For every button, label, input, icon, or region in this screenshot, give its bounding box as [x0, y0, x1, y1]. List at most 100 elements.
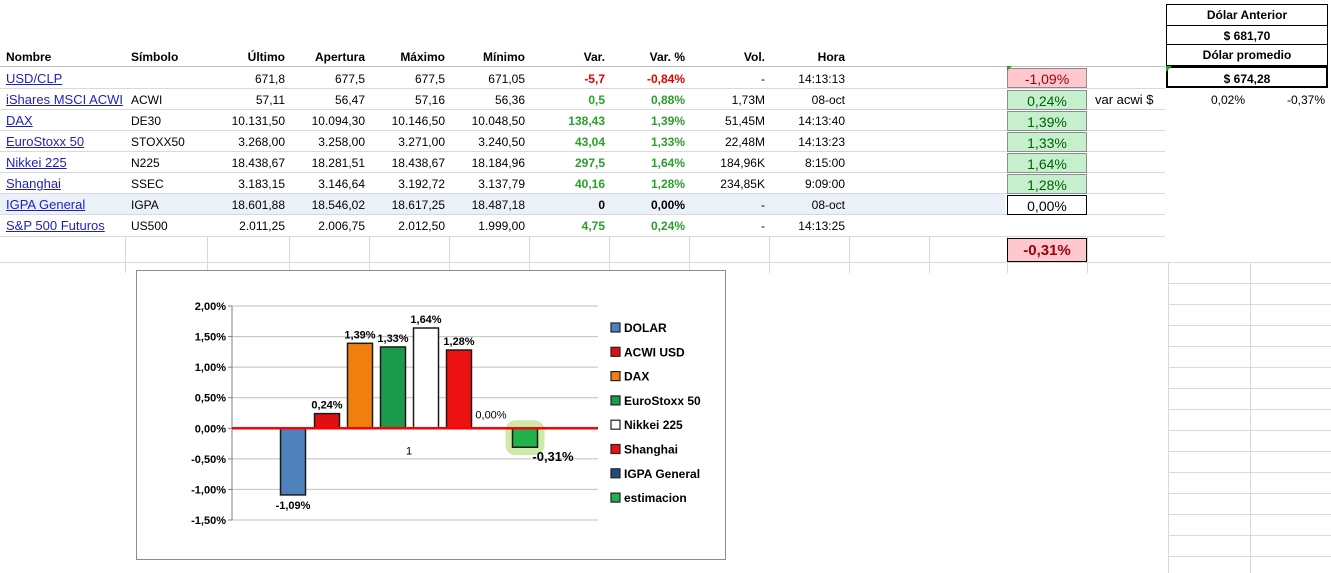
- last-cell: 57,11: [255, 93, 285, 107]
- instrument-link[interactable]: IGPA General: [6, 197, 86, 212]
- open-cell: 10.094,30: [311, 114, 365, 128]
- high-cell: 677,5: [414, 72, 445, 86]
- vol-cell: 234,85K: [720, 177, 765, 191]
- low-cell: 1.999,00: [478, 219, 525, 233]
- time-cell: 14:13:23: [798, 135, 845, 149]
- varpct-cell: 1,33%: [650, 135, 685, 149]
- low-cell: 3.137,79: [478, 177, 525, 191]
- legend-label: ACWI USD: [624, 345, 685, 359]
- y-tick-label: 2,00%: [195, 301, 226, 313]
- y-tick-label: 1,00%: [195, 362, 226, 374]
- header-ultimo: Último: [247, 50, 285, 64]
- vol-cell: -: [761, 198, 765, 212]
- y-tick-label: -1,50%: [191, 515, 226, 527]
- cell-comment-marker: [1007, 66, 1012, 71]
- high-cell: 2.012,50: [398, 219, 445, 233]
- time-cell: 9:09:00: [804, 177, 845, 191]
- low-cell: 18.184,96: [471, 156, 525, 170]
- legend-label: EuroStoxx 50: [624, 394, 701, 408]
- open-cell: 3.146,64: [318, 177, 365, 191]
- bar-acwi-usd: [313, 412, 341, 430]
- instrument-link[interactable]: S&P 500 Futuros: [6, 218, 105, 233]
- legend-label: DAX: [624, 370, 649, 384]
- header-vol: Vol.: [743, 50, 765, 64]
- time-cell: 8:15:00: [804, 156, 845, 170]
- dolar-promedio-label: Dólar promedio: [1166, 45, 1328, 66]
- high-cell: 10.146,50: [391, 114, 445, 128]
- symbol-cell: ACWI: [131, 93, 163, 107]
- last-cell: 3.183,15: [238, 177, 285, 191]
- vol-cell: 184,96K: [720, 156, 765, 170]
- legend-label: Nikkei 225: [624, 418, 683, 432]
- high-cell: 57,16: [414, 93, 445, 107]
- estimate-cell: 1,28%: [1007, 174, 1087, 194]
- legend-label: estimacion: [624, 491, 687, 505]
- legend-swatch: [610, 370, 621, 382]
- instrument-link[interactable]: iShares MSCI ACWI: [6, 92, 124, 107]
- estimate-cell: 1,64%: [1007, 153, 1087, 173]
- legend-label: DOLAR: [624, 321, 667, 335]
- bar-shanghai: [445, 349, 473, 430]
- instrument-link[interactable]: Shanghai: [6, 176, 61, 191]
- time-cell: 08-oct: [811, 93, 845, 107]
- bar-eurostoxx-50: [379, 346, 407, 430]
- last-cell: 18.601,88: [231, 198, 285, 212]
- last-cell: 671,8: [254, 72, 285, 86]
- high-cell: 18.438,67: [391, 156, 445, 170]
- last-cell: 18.438,67: [231, 156, 285, 170]
- y-tick-label: 0,00%: [195, 423, 226, 435]
- symbol-cell: STOXX50: [131, 135, 185, 149]
- data-label: 1,64%: [410, 314, 441, 326]
- y-tick-label: 0,50%: [195, 393, 226, 405]
- varpct-cell: 1,64%: [650, 156, 685, 170]
- var-acwi-label: var acwi $: [1095, 92, 1154, 107]
- estimate-cell: -1,09%: [1007, 68, 1087, 88]
- data-label: 1,33%: [377, 333, 408, 345]
- legend-label: Shanghai: [624, 443, 678, 457]
- vol-cell: -: [761, 72, 765, 86]
- var-cell: 43,04: [574, 135, 605, 149]
- vol-cell: 51,45M: [724, 114, 765, 128]
- open-cell: 18.546,02: [311, 198, 365, 212]
- var-acwi-value-2: -0,37%: [1286, 93, 1325, 107]
- high-cell: 3.192,72: [398, 177, 445, 191]
- bar-nikkei-225: [412, 327, 440, 430]
- estimate-cell: 1,39%: [1007, 111, 1087, 131]
- bar-dax: [346, 342, 374, 430]
- instrument-link[interactable]: Nikkei 225: [6, 155, 67, 170]
- category-label: 1: [406, 445, 412, 457]
- symbol-cell: DE30: [131, 114, 162, 128]
- instrument-link[interactable]: USD/CLP: [6, 71, 63, 86]
- vol-cell: 1,73M: [731, 93, 765, 107]
- instrument-link[interactable]: EuroStoxx 50: [6, 134, 85, 149]
- time-cell: 14:13:25: [798, 219, 845, 233]
- low-cell: 18.487,18: [471, 198, 525, 212]
- header-var: Var.: [583, 50, 605, 64]
- vol-cell: 22,48M: [724, 135, 765, 149]
- legend-swatch: [610, 468, 621, 479]
- high-cell: 3.271,00: [398, 135, 445, 149]
- cell-comment-marker: [1166, 66, 1172, 72]
- row-highlight: [0, 194, 1005, 214]
- open-cell: 2.006,75: [318, 219, 365, 233]
- symbol-cell: SSEC: [131, 177, 164, 191]
- varpct-cell: 0,88%: [650, 93, 685, 107]
- data-label: -1,09%: [276, 500, 311, 512]
- bar-chart: -1,50% -1,00% -0,50% 0,00% 0,50% 1,00% 1,50% 2,…: [191, 301, 701, 527]
- right-grid: [1168, 262, 1331, 573]
- chart-area[interactable]: -1,50% -1,00% -0,50% 0,00% 0,50% 1,00% 1,50% 2,…: [136, 270, 726, 560]
- low-cell: 3.240,50: [478, 135, 525, 149]
- var-cell: 4,75: [581, 219, 605, 233]
- open-cell: 18.281,51: [311, 156, 365, 170]
- var-cell: 138,43: [568, 114, 605, 128]
- bar-estimacion: [511, 427, 539, 448]
- instrument-link[interactable]: DAX: [6, 113, 33, 128]
- estimate-cell: 0,00%: [1007, 195, 1087, 215]
- var-cell: 0: [598, 198, 605, 212]
- header-simbolo: Símbolo: [131, 50, 179, 64]
- vol-cell: -: [761, 219, 765, 233]
- header-nombre: Nombre: [6, 50, 52, 64]
- open-cell: 677,5: [334, 72, 365, 86]
- y-tick-label: 1,50%: [195, 332, 226, 344]
- symbol-cell: N225: [131, 156, 160, 170]
